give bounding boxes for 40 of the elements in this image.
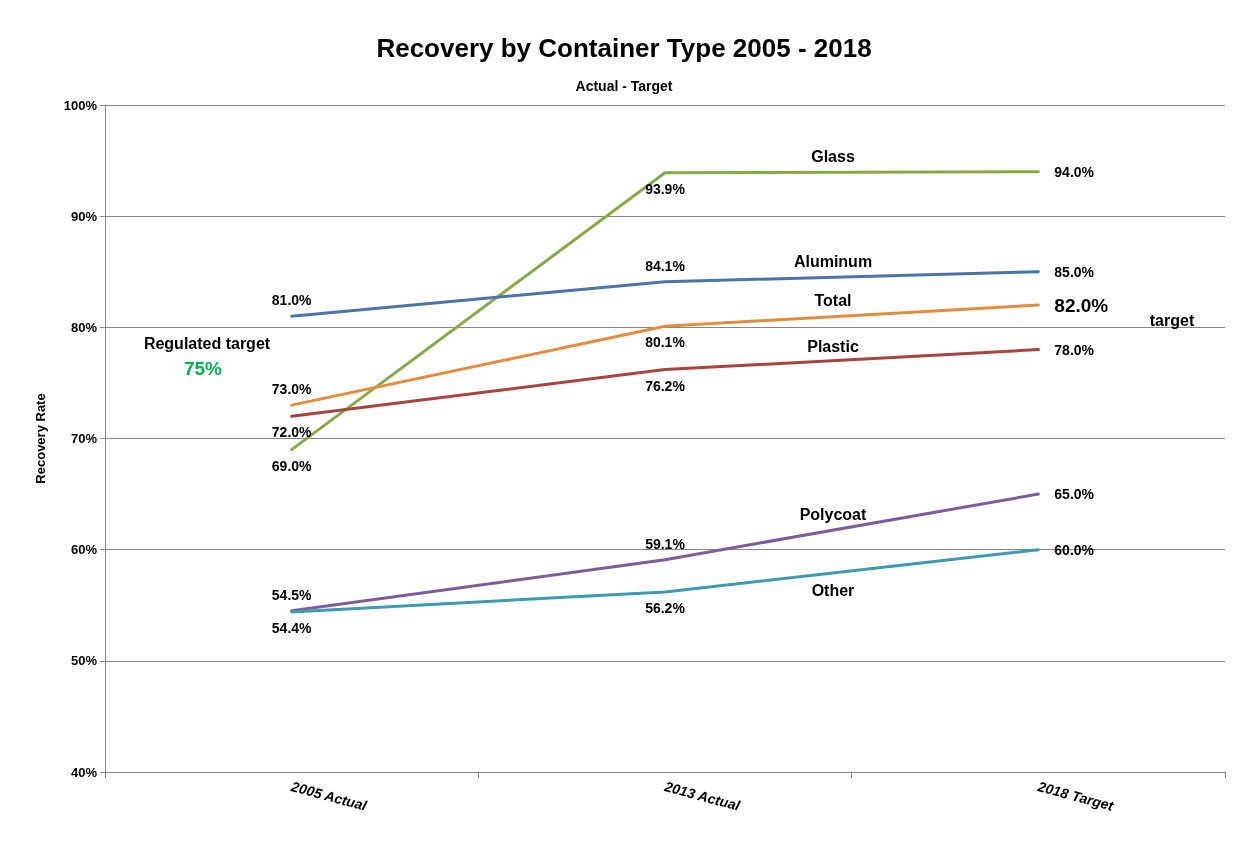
- data-label: 85.0%: [1054, 263, 1095, 280]
- data-label: 65.0%: [1054, 486, 1095, 503]
- x-tick-label: 2018 Target: [1035, 778, 1117, 815]
- data-label: 59.1%: [645, 535, 686, 552]
- series-label: Glass: [811, 147, 855, 165]
- y-tick-label: 60%: [70, 542, 98, 558]
- y-tick-label: 70%: [70, 431, 98, 446]
- data-label: 72.0%: [271, 424, 313, 441]
- x-tick-label: 2005 Actual: [288, 778, 370, 815]
- annotation: Regulated target: [143, 334, 271, 352]
- y-tick-label: 80%: [70, 319, 98, 335]
- data-label: 60.0%: [1054, 541, 1095, 558]
- annotation: target: [1149, 311, 1195, 329]
- y-tick-label: 40%: [70, 764, 98, 780]
- y-axis-title: Recovery Rate: [33, 393, 48, 484]
- data-label: 56.2%: [645, 599, 686, 616]
- y-tick-label: 100%: [63, 97, 98, 113]
- chart-title: Recovery by Container Type 2005 - 2018: [376, 33, 872, 63]
- data-label: 54.5%: [271, 586, 313, 603]
- data-label: 82.0%: [1054, 294, 1109, 316]
- data-label: 93.9%: [645, 180, 686, 197]
- y-tick-label: 50%: [70, 653, 98, 669]
- series-label: Plastic: [807, 338, 859, 356]
- data-label: 73.0%: [271, 381, 313, 398]
- data-label: 80.1%: [645, 334, 686, 351]
- x-tick-label: 2013 Actual: [661, 778, 743, 815]
- series-label: Polycoat: [799, 505, 868, 523]
- chart-subtitle: Actual - Target: [575, 78, 673, 94]
- series-label: Other: [811, 582, 855, 600]
- annotation: 75%: [183, 357, 223, 379]
- data-label: 69.0%: [271, 457, 313, 474]
- data-label: 54.4%: [271, 619, 313, 636]
- data-label: 78.0%: [1054, 341, 1095, 358]
- data-label: 84.1%: [645, 257, 686, 274]
- data-label: 76.2%: [645, 377, 686, 394]
- y-tick-label: 90%: [70, 208, 98, 224]
- series-label: Aluminum: [793, 252, 873, 270]
- data-label: 81.0%: [271, 292, 313, 309]
- data-label: 94.0%: [1054, 163, 1095, 180]
- series-label: Total: [814, 292, 852, 310]
